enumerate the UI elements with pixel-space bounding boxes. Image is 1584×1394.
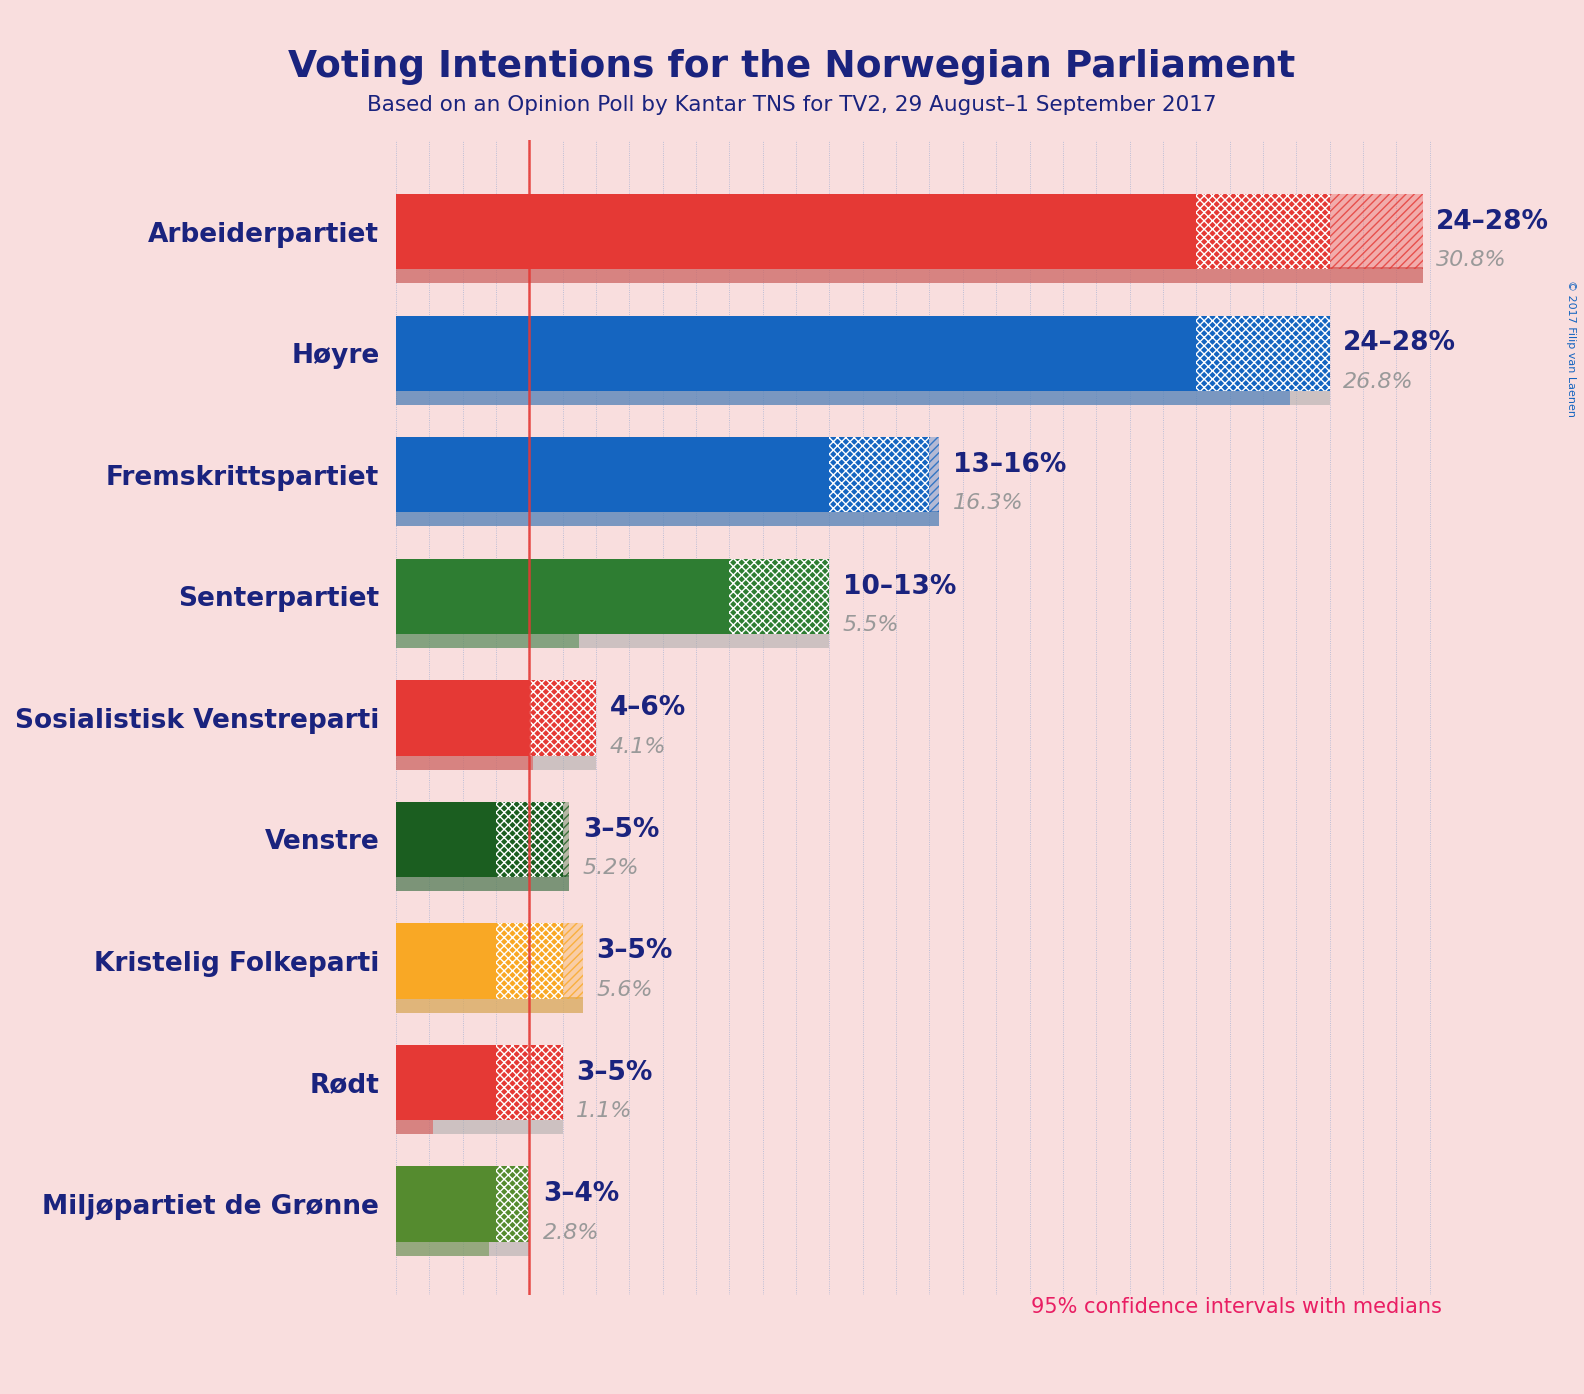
- Bar: [562, 802, 569, 877]
- Bar: [396, 875, 569, 891]
- Bar: [396, 510, 939, 527]
- Bar: [396, 438, 830, 513]
- Text: 95% confidence intervals with medians: 95% confidence intervals with medians: [1031, 1298, 1441, 1317]
- Bar: [396, 631, 580, 648]
- Text: 4–6%: 4–6%: [610, 696, 686, 721]
- Bar: [562, 802, 569, 877]
- Bar: [396, 1118, 432, 1135]
- Bar: [396, 1167, 496, 1242]
- Text: Based on an Opinion Poll by Kantar TNS for TV2, 29 August–1 September 2017: Based on an Opinion Poll by Kantar TNS f…: [367, 95, 1217, 114]
- Bar: [1329, 194, 1422, 269]
- Text: 24–28%: 24–28%: [1437, 209, 1549, 234]
- Bar: [529, 680, 596, 756]
- Text: 3–5%: 3–5%: [577, 1059, 653, 1086]
- Bar: [396, 389, 1329, 404]
- Text: 5.6%: 5.6%: [596, 980, 653, 999]
- Bar: [1196, 315, 1329, 390]
- Bar: [730, 559, 830, 634]
- Bar: [496, 802, 562, 877]
- Bar: [396, 875, 569, 891]
- Bar: [396, 923, 496, 998]
- Text: 26.8%: 26.8%: [1343, 372, 1413, 392]
- Text: 5.2%: 5.2%: [583, 859, 640, 878]
- Bar: [496, 1167, 529, 1242]
- Bar: [496, 802, 562, 877]
- Bar: [396, 559, 730, 634]
- Bar: [496, 923, 562, 998]
- Bar: [496, 1046, 562, 1121]
- Text: 5.5%: 5.5%: [843, 615, 900, 636]
- Bar: [396, 997, 583, 1012]
- Bar: [1196, 194, 1329, 269]
- Bar: [529, 680, 596, 756]
- Bar: [396, 802, 496, 877]
- Bar: [562, 923, 583, 998]
- Bar: [396, 1118, 562, 1135]
- Bar: [1196, 315, 1329, 390]
- Text: Voting Intentions for the Norwegian Parliament: Voting Intentions for the Norwegian Parl…: [288, 49, 1296, 85]
- Text: 3–5%: 3–5%: [596, 938, 673, 965]
- Text: 24–28%: 24–28%: [1343, 330, 1456, 357]
- Bar: [396, 315, 1196, 390]
- Bar: [396, 268, 1422, 283]
- Bar: [496, 1167, 529, 1242]
- Bar: [1196, 194, 1329, 269]
- Bar: [396, 1046, 496, 1121]
- Text: 16.3%: 16.3%: [954, 493, 1023, 513]
- Bar: [830, 438, 930, 513]
- Text: 13–16%: 13–16%: [954, 452, 1066, 478]
- Bar: [396, 194, 1196, 269]
- Bar: [930, 438, 939, 513]
- Bar: [396, 631, 830, 648]
- Text: 10–13%: 10–13%: [843, 573, 957, 599]
- Text: 4.1%: 4.1%: [610, 736, 665, 757]
- Bar: [496, 923, 562, 998]
- Bar: [396, 268, 1422, 283]
- Text: 30.8%: 30.8%: [1437, 251, 1506, 270]
- Bar: [1329, 194, 1422, 269]
- Text: 2.8%: 2.8%: [543, 1223, 599, 1243]
- Text: 3–4%: 3–4%: [543, 1181, 619, 1207]
- Bar: [396, 1241, 489, 1256]
- Bar: [396, 754, 596, 769]
- Bar: [396, 680, 529, 756]
- Bar: [730, 559, 830, 634]
- Bar: [830, 438, 930, 513]
- Bar: [396, 510, 939, 527]
- Bar: [930, 438, 939, 513]
- Text: © 2017 Filip van Laenen: © 2017 Filip van Laenen: [1567, 280, 1576, 417]
- Text: 3–5%: 3–5%: [583, 817, 659, 843]
- Bar: [396, 754, 532, 769]
- Bar: [396, 389, 1289, 404]
- Text: 1.1%: 1.1%: [577, 1101, 632, 1121]
- Bar: [396, 997, 583, 1012]
- Bar: [496, 1046, 562, 1121]
- Bar: [396, 1241, 529, 1256]
- Bar: [562, 923, 583, 998]
